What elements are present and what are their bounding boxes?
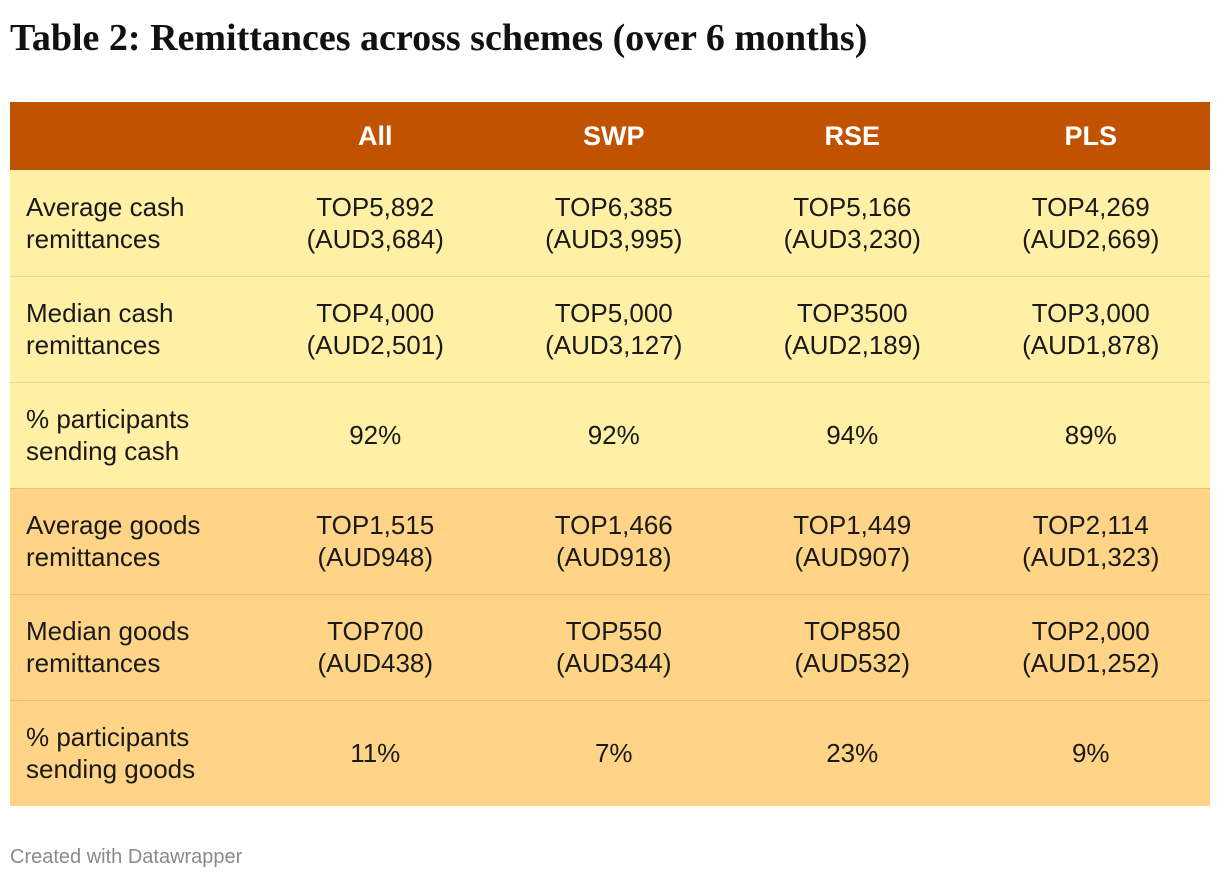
header-cell-swp: SWP	[494, 102, 733, 170]
row-label: Average cash remittances	[10, 170, 256, 276]
table-cell: TOP5,000 (AUD3,127)	[494, 275, 733, 382]
table-row: % participants sending cash 92% 92% 94% 89%	[10, 381, 1210, 488]
header-cell-rse: RSE	[733, 102, 972, 170]
table-cell: TOP5,892 (AUD3,684)	[256, 170, 495, 276]
table-row: Median goods remittances TOP700 (AUD438) T…	[10, 593, 1210, 700]
row-label: Median goods remittances	[10, 593, 256, 700]
table-cell: TOP4,000 (AUD2,501)	[256, 275, 495, 382]
table-cell: TOP1,515 (AUD948)	[256, 487, 495, 594]
table-cell: 23%	[733, 699, 972, 806]
table-cell: TOP3,000 (AUD1,878)	[971, 275, 1210, 382]
datawrapper-credit: Created with Datawrapper	[10, 846, 243, 868]
table-cell: TOP5,166 (AUD3,230)	[733, 170, 972, 276]
table-header-row: All SWP RSE PLS	[10, 102, 1210, 170]
row-label: % participants sending goods	[10, 699, 256, 806]
table-cell: 94%	[733, 381, 972, 488]
table-row: Average goods remittances TOP1,515 (AUD94…	[10, 487, 1210, 594]
table-row: Median cash remittances TOP4,000 (AUD2,50…	[10, 275, 1210, 382]
row-label: % participants sending cash	[10, 381, 256, 488]
table-cell: 11%	[256, 699, 495, 806]
table-cell: TOP850 (AUD532)	[733, 593, 972, 700]
table-cell: TOP3500 (AUD2,189)	[733, 275, 972, 382]
table-cell: TOP4,269 (AUD2,669)	[971, 170, 1210, 276]
table-cell: 7%	[494, 699, 733, 806]
row-label: Median cash remittances	[10, 275, 256, 382]
header-cell-label	[10, 102, 256, 170]
table-cell: 9%	[971, 699, 1210, 806]
table-cell: TOP2,000 (AUD1,252)	[971, 593, 1210, 700]
table-row: % participants sending goods 11% 7% 23% 9%	[10, 699, 1210, 806]
table-cell: TOP700 (AUD438)	[256, 593, 495, 700]
table-cell: TOP6,385 (AUD3,995)	[494, 170, 733, 276]
table-cell: TOP550 (AUD344)	[494, 593, 733, 700]
table-cell: TOP1,449 (AUD907)	[733, 487, 972, 594]
table-cell: 92%	[494, 381, 733, 488]
remittances-table: All SWP RSE PLS Average cash remittances…	[10, 102, 1210, 806]
table-body: Average cash remittances TOP5,892 (AUD3,6…	[10, 170, 1210, 806]
table-cell: TOP1,466 (AUD918)	[494, 487, 733, 594]
table-cell: TOP2,114 (AUD1,323)	[971, 487, 1210, 594]
header-cell-all: All	[256, 102, 495, 170]
table-cell: 92%	[256, 381, 495, 488]
table-cell: 89%	[971, 381, 1210, 488]
table-row: Average cash remittances TOP5,892 (AUD3,6…	[10, 170, 1210, 276]
table-title: Table 2: Remittances across schemes (ove…	[10, 17, 868, 59]
header-cell-pls: PLS	[971, 102, 1210, 170]
row-label: Average goods remittances	[10, 487, 256, 594]
